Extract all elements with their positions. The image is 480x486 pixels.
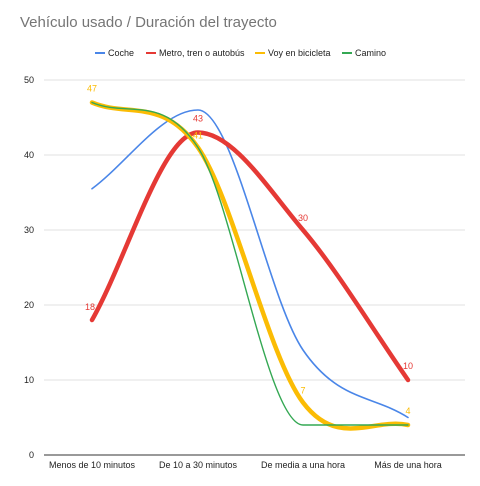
legend-label: Camino [355, 48, 386, 58]
series-line-coche [91, 109, 409, 419]
data-label: 4 [405, 406, 410, 416]
y-tick-label: 10 [24, 375, 34, 385]
legend-label: Voy en bicicleta [268, 48, 331, 58]
data-label: 30 [298, 213, 308, 223]
x-tick-label: Más de una hora [374, 460, 442, 470]
y-tick-label: 50 [24, 75, 34, 85]
x-tick-label: De media a una hora [261, 460, 345, 470]
data-label: 43 [193, 114, 203, 124]
data-label: 7 [300, 386, 305, 396]
chart-title: Vehículo usado / Duración del trayecto [20, 14, 277, 31]
x-tick-label: De 10 a 30 minutos [159, 460, 238, 470]
y-tick-label: 0 [29, 450, 34, 460]
series-line-camino [91, 101, 409, 426]
y-tick-label: 20 [24, 300, 34, 310]
data-label: 41 [193, 131, 203, 141]
data-label: 10 [403, 361, 413, 371]
legend-label: Metro, tren o autobús [159, 48, 245, 58]
series-line-voy-en-bicicleta [89, 100, 411, 431]
x-tick-label: Menos de 10 minutos [49, 460, 136, 470]
data-label: 18 [85, 302, 95, 312]
y-tick-label: 30 [24, 225, 34, 235]
data-label: 47 [87, 84, 97, 94]
y-tick-label: 40 [24, 150, 34, 160]
legend-label: Coche [108, 48, 134, 58]
series-line-metro-tren-o-autob-s [89, 130, 411, 383]
